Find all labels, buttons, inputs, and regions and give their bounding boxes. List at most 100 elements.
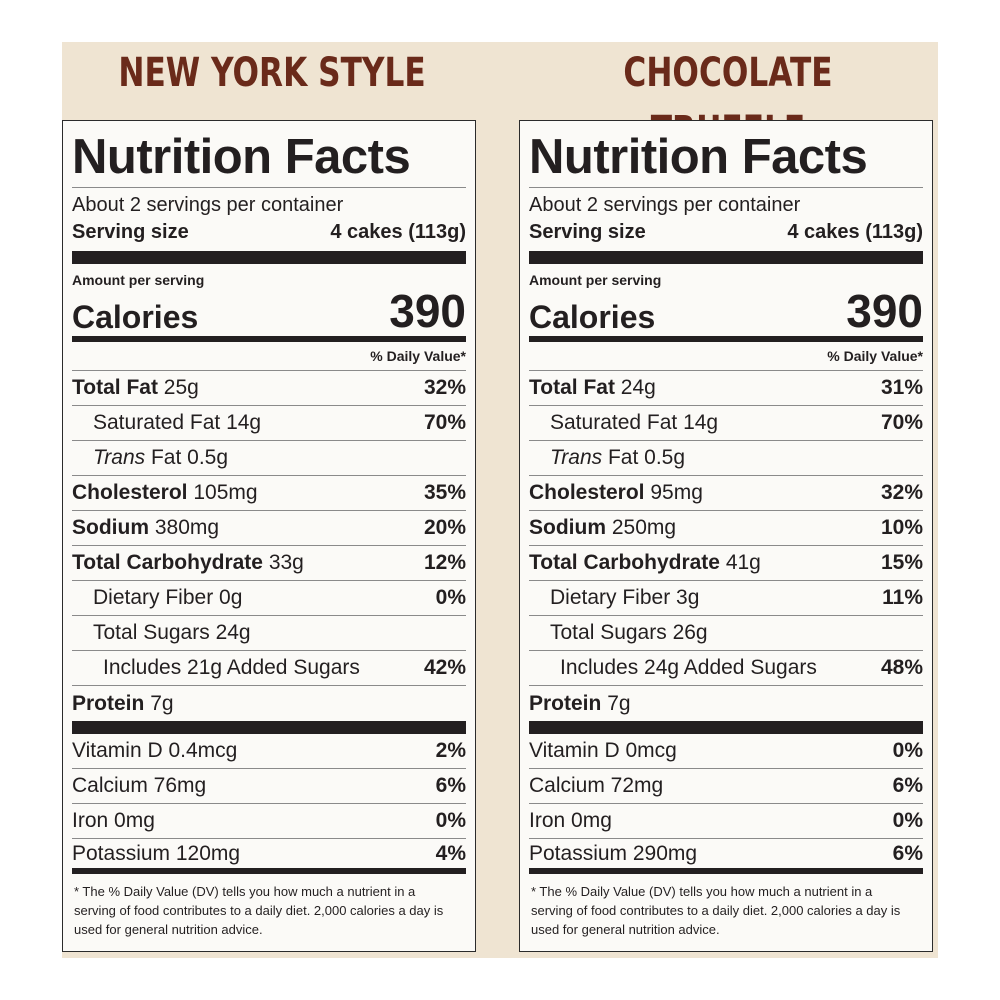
serving-size-label: Serving size [72, 221, 189, 243]
serving-size-value: 4 cakes (113g) [330, 221, 466, 243]
trans-fat-label: Fat 0.5g [150, 446, 229, 469]
flavor-heading-new-york: NEW YORK STYLE [118, 50, 426, 96]
trans-fat-row: Trans Fat 0.5g [72, 441, 466, 476]
total-sugars-label: Total Sugars 26g [550, 621, 708, 644]
cholesterol-dv: 35% [423, 481, 466, 504]
added-sugars-dv: 48% [880, 656, 923, 679]
calcium-label: Calcium 76mg [72, 774, 207, 797]
iron-label: Iron 0mg [529, 809, 612, 832]
calcium-dv: 6% [892, 774, 923, 797]
total-fat-label: Total Fat [529, 376, 615, 399]
iron-row: Iron 0mg 0% [529, 804, 923, 839]
cholesterol-label: Cholesterol [529, 481, 645, 504]
vitamin-d-row: Vitamin D 0mcg 0% [529, 734, 923, 769]
saturated-fat-row: Saturated Fat 14g 70% [529, 406, 923, 441]
total-sugars-label: Total Sugars 24g [93, 621, 251, 644]
calories-row: Calories 390 [529, 285, 923, 342]
nutrition-facts-title: Nutrition Facts [72, 129, 466, 188]
sodium-dv: 10% [880, 516, 923, 539]
nutrition-panel-new-york: Nutrition Facts About 2 servings per con… [62, 120, 476, 952]
saturated-fat-label: Saturated Fat 14g [93, 411, 262, 434]
cholesterol-row: Cholesterol 95mg 32% [529, 476, 923, 511]
potassium-label: Potassium 290mg [529, 841, 698, 865]
trans-fat-label: Fat 0.5g [607, 446, 686, 469]
added-sugars-dv: 42% [423, 656, 466, 679]
saturated-fat-label: Saturated Fat 14g [550, 411, 719, 434]
potassium-row: Potassium 290mg 6% [529, 839, 923, 874]
vitamin-d-label: Vitamin D 0mcg [529, 739, 677, 762]
flavor-heading-chocolate-truffle: CHOCOLATE TRUFFLE [623, 50, 833, 154]
serving-size-value: 4 cakes (113g) [787, 221, 923, 243]
dietary-fiber-label: Dietary Fiber 0g [93, 586, 243, 609]
amount-per-serving: Amount per serving [529, 272, 662, 288]
dietary-fiber-row: Dietary Fiber 0g 0% [72, 581, 466, 616]
iron-dv: 0% [435, 809, 466, 832]
potassium-label: Potassium 120mg [72, 841, 241, 865]
protein-label: Protein [529, 691, 602, 715]
total-fat-amount: 24g [620, 376, 656, 399]
dietary-fiber-dv: 0% [435, 586, 466, 609]
trans-fat-italic: Trans [93, 446, 146, 469]
vitamin-d-row: Vitamin D 0.4mcg 2% [72, 734, 466, 769]
potassium-dv: 4% [435, 841, 466, 865]
dietary-fiber-label: Dietary Fiber 3g [550, 586, 700, 609]
vitamin-d-label: Vitamin D 0.4mcg [72, 739, 238, 762]
cholesterol-label: Cholesterol [72, 481, 188, 504]
calories-row: Calories 390 [72, 286, 466, 342]
calories-label: Calories [72, 299, 199, 335]
total-carbohydrate-label: Total Carbohydrate [529, 551, 720, 574]
total-carbohydrate-amount: 41g [725, 551, 761, 574]
calories-label: Calories [529, 299, 656, 335]
daily-value-footnote: * The % Daily Value (DV) tells you how m… [531, 884, 901, 937]
servings-per-container: About 2 servings per container [529, 194, 801, 216]
sodium-amount: 250mg [611, 516, 677, 539]
added-sugars-row: Includes 21g Added Sugars 42% [72, 651, 466, 686]
added-sugars-row: Includes 24g Added Sugars 48% [529, 651, 923, 686]
total-fat-row: Total Fat 24g 31% [529, 371, 923, 406]
daily-value-header: % Daily Value* [529, 342, 923, 371]
nutrition-facts-title: Nutrition Facts [529, 129, 923, 188]
calcium-label: Calcium 72mg [529, 774, 664, 797]
serving-size-row: Serving size 4 cakes (113g) [529, 219, 923, 264]
total-fat-label: Total Fat [72, 376, 158, 399]
sodium-row: Sodium 250mg 10% [529, 511, 923, 546]
protein-label: Protein [72, 691, 145, 715]
protein-row: Protein 7g [72, 686, 466, 734]
total-sugars-row: Total Sugars 24g [72, 616, 466, 651]
sodium-amount: 380mg [154, 516, 220, 539]
sodium-dv: 20% [423, 516, 466, 539]
dietary-fiber-dv: 11% [882, 586, 923, 609]
vitamin-d-dv: 2% [435, 739, 466, 762]
protein-amount: 7g [607, 691, 631, 715]
total-carbohydrate-amount: 33g [268, 551, 304, 574]
total-carbohydrate-row: Total Carbohydrate 33g 12% [72, 546, 466, 581]
saturated-fat-row: Saturated Fat 14g 70% [72, 406, 466, 441]
calcium-dv: 6% [435, 774, 466, 797]
total-fat-amount: 25g [163, 376, 199, 399]
total-carbohydrate-dv: 15% [880, 551, 923, 574]
added-sugars-label: Includes 21g Added Sugars [103, 656, 360, 679]
calcium-row: Calcium 72mg 6% [529, 769, 923, 804]
sodium-label: Sodium [72, 516, 149, 539]
nutrition-label: Nutrition Facts About 2 servings per con… [529, 129, 923, 939]
iron-label: Iron 0mg [72, 809, 155, 832]
total-fat-dv: 32% [423, 376, 466, 399]
total-carbohydrate-label: Total Carbohydrate [72, 551, 263, 574]
cholesterol-row: Cholesterol 105mg 35% [72, 476, 466, 511]
calcium-row: Calcium 76mg 6% [72, 769, 466, 804]
protein-amount: 7g [150, 691, 174, 715]
nutrition-label: Nutrition Facts About 2 servings per con… [72, 129, 466, 939]
trans-fat-italic: Trans [550, 446, 603, 469]
protein-row: Protein 7g [529, 686, 923, 734]
amount-per-serving: Amount per serving [72, 272, 205, 288]
nutrition-panel-chocolate-truffle: Nutrition Facts About 2 servings per con… [519, 120, 933, 952]
dietary-fiber-row: Dietary Fiber 3g 11% [529, 581, 923, 616]
vitamin-d-dv: 0% [892, 739, 923, 762]
calories-value: 390 [846, 285, 923, 337]
daily-value-header: % Daily Value* [72, 342, 466, 371]
iron-row: Iron 0mg 0% [72, 804, 466, 839]
sodium-row: Sodium 380mg 20% [72, 511, 466, 546]
added-sugars-label: Includes 24g Added Sugars [560, 656, 817, 679]
total-carbohydrate-dv: 12% [423, 551, 466, 574]
total-fat-row: Total Fat 25g 32% [72, 371, 466, 406]
